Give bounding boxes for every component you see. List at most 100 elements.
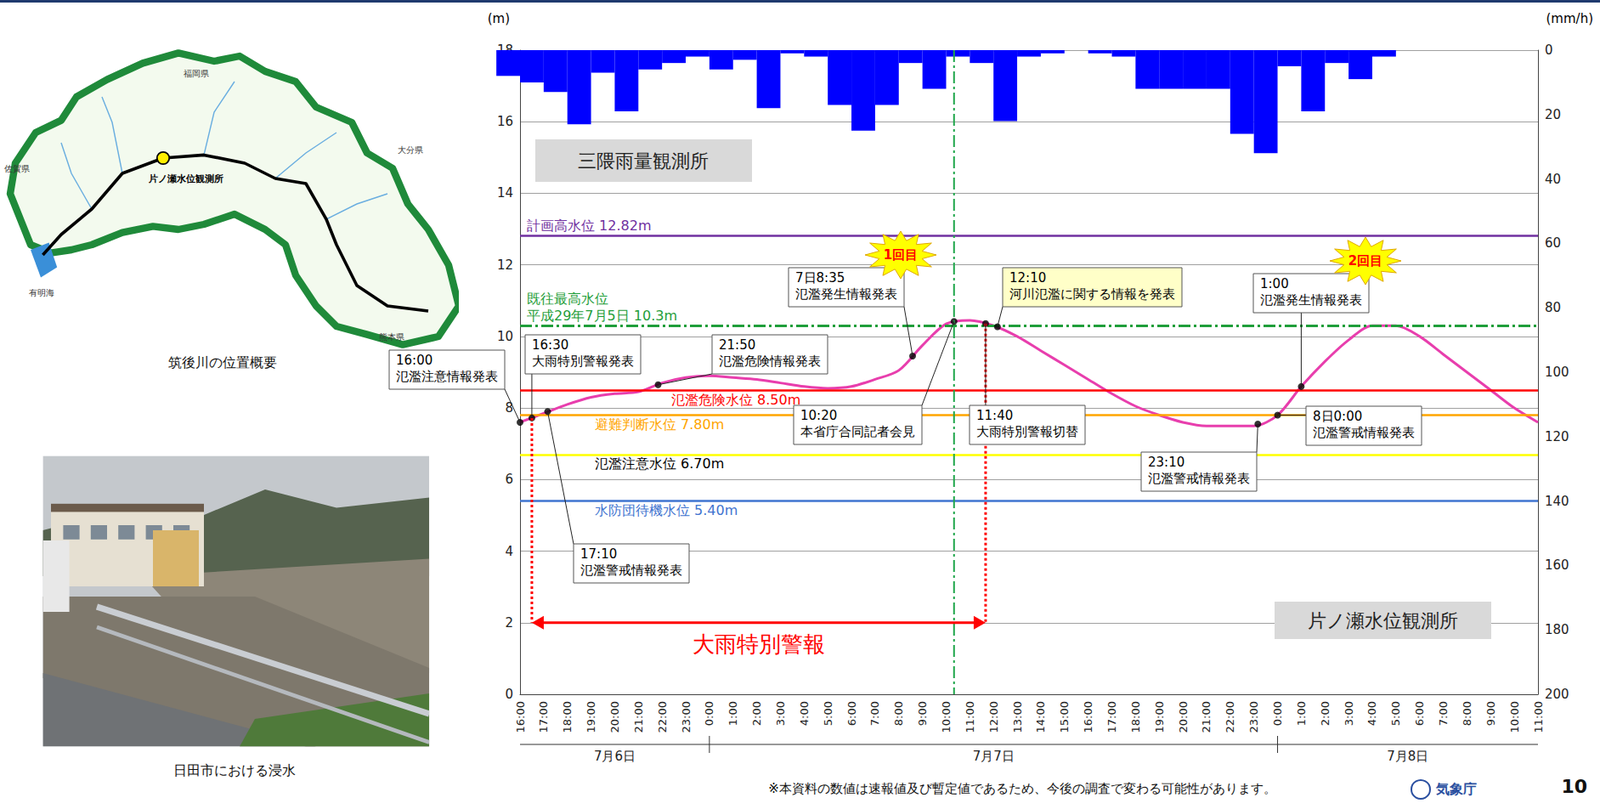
svg-text:18:00: 18:00 [560, 701, 574, 733]
svg-text:氾濫注意水位 6.70m: 氾濫注意水位 6.70m [594, 455, 724, 472]
svg-text:氾濫発生情報発表: 氾濫発生情報発表 [795, 286, 898, 302]
svg-text:10:00: 10:00 [1508, 701, 1521, 733]
svg-text:15:00: 15:00 [1057, 701, 1071, 733]
svg-text:160: 160 [1544, 557, 1570, 573]
svg-text:20: 20 [1544, 107, 1561, 123]
svg-text:10: 10 [1560, 775, 1588, 798]
svg-text:既往最高水位: 既往最高水位 [526, 290, 609, 307]
svg-text:(mm/h): (mm/h) [1546, 11, 1595, 27]
svg-text:11:00: 11:00 [963, 701, 977, 733]
svg-text:10:00: 10:00 [939, 701, 953, 733]
svg-text:片ノ瀬水位観測所: 片ノ瀬水位観測所 [1307, 610, 1459, 632]
svg-text:6: 6 [504, 471, 514, 487]
svg-text:21:00: 21:00 [632, 701, 645, 733]
svg-text:4: 4 [504, 543, 514, 560]
svg-text:4:00: 4:00 [797, 701, 811, 726]
svg-text:18:00: 18:00 [1129, 701, 1143, 733]
svg-text:1回目: 1回目 [883, 247, 918, 263]
svg-text:20:00: 20:00 [608, 701, 622, 733]
svg-text:平成29年7月5日 10.3m: 平成29年7月5日 10.3m [526, 307, 678, 324]
svg-text:13:00: 13:00 [1011, 701, 1024, 733]
svg-text:17:00: 17:00 [537, 701, 550, 733]
svg-text:8日0:00: 8日0:00 [1312, 408, 1363, 425]
svg-text:80: 80 [1544, 299, 1561, 316]
svg-text:7月7日: 7月7日 [972, 748, 1015, 764]
svg-text:避難判断水位 7.80m: 避難判断水位 7.80m [594, 416, 724, 433]
svg-text:氾濫危険情報発表: 氾濫危険情報発表 [718, 353, 821, 369]
svg-text:7:00: 7:00 [868, 701, 882, 726]
svg-text:10:20: 10:20 [800, 407, 837, 424]
svg-text:5:00: 5:00 [1389, 701, 1403, 726]
svg-text:0: 0 [504, 686, 514, 702]
svg-text:11:00: 11:00 [1532, 701, 1545, 733]
svg-text:60: 60 [1544, 235, 1561, 251]
svg-text:計画高水位 12.82m: 計画高水位 12.82m [526, 217, 651, 234]
svg-text:(m): (m) [487, 11, 510, 27]
svg-text:三隈雨量観測所: 三隈雨量観測所 [577, 150, 709, 172]
svg-text:氾濫警戒情報発表: 氾濫警戒情報発表 [1312, 424, 1415, 441]
svg-text:16:00: 16:00 [395, 352, 433, 368]
svg-text:6:00: 6:00 [845, 701, 859, 726]
svg-text:7月6日: 7月6日 [593, 748, 636, 764]
svg-text:1:00: 1:00 [1260, 276, 1290, 292]
svg-text:20:00: 20:00 [1176, 701, 1190, 733]
svg-text:120: 120 [1544, 429, 1570, 445]
svg-text:8:00: 8:00 [892, 701, 905, 726]
svg-text:日田市における浸水: 日田市における浸水 [173, 762, 296, 779]
svg-text:3:00: 3:00 [1342, 701, 1356, 726]
svg-text:※本資料の数値は速報値及び暫定値であるため、今後の調査で変わ: ※本資料の数値は速報値及び暫定値であるため、今後の調査で変わる可能性があります。 [768, 780, 1277, 797]
svg-text:福岡県: 福岡県 [183, 68, 210, 79]
svg-text:気象庁: 気象庁 [1435, 780, 1477, 798]
svg-text:19:00: 19:00 [584, 701, 598, 733]
svg-text:17:00: 17:00 [1105, 701, 1119, 733]
svg-text:22:00: 22:00 [1223, 701, 1237, 733]
svg-text:12: 12 [497, 257, 514, 273]
svg-text:大雨特別警報切替: 大雨特別警報切替 [976, 424, 1079, 440]
svg-text:有明海: 有明海 [28, 288, 55, 298]
svg-text:0:00: 0:00 [1271, 701, 1284, 726]
svg-text:氾濫警戒情報発表: 氾濫警戒情報発表 [580, 562, 683, 578]
svg-text:7月8日: 7月8日 [1386, 748, 1429, 764]
svg-text:9:00: 9:00 [915, 701, 929, 726]
svg-text:2:00: 2:00 [1318, 701, 1332, 726]
svg-text:大雨特別警報: 大雨特別警報 [692, 631, 826, 657]
svg-text:16:00: 16:00 [514, 701, 527, 733]
svg-text:5:00: 5:00 [821, 701, 835, 726]
svg-text:河川氾濫に関する情報を発表: 河川氾濫に関する情報を発表 [1009, 286, 1176, 302]
svg-text:1:00: 1:00 [1294, 701, 1308, 726]
svg-text:7:00: 7:00 [1436, 701, 1450, 726]
svg-text:23:10: 23:10 [1147, 454, 1185, 470]
svg-text:1:00: 1:00 [726, 701, 740, 726]
svg-text:22:00: 22:00 [655, 701, 669, 733]
svg-text:23:00: 23:00 [1247, 701, 1261, 733]
svg-text:12:10: 12:10 [1009, 270, 1046, 286]
svg-text:3:00: 3:00 [774, 701, 787, 726]
svg-text:17:10: 17:10 [580, 546, 617, 562]
svg-text:12:00: 12:00 [987, 701, 1001, 733]
svg-text:片ノ瀬水位観測所: 片ノ瀬水位観測所 [147, 172, 224, 185]
svg-text:16:00: 16:00 [1081, 701, 1095, 733]
svg-text:14: 14 [497, 185, 514, 201]
svg-text:40: 40 [1544, 171, 1561, 187]
svg-text:大雨特別警報発表: 大雨特別警報発表 [531, 353, 634, 369]
svg-text:21:00: 21:00 [1199, 701, 1213, 733]
svg-text:11:40: 11:40 [976, 407, 1013, 424]
svg-text:7日8:35: 7日8:35 [795, 270, 845, 286]
svg-text:2回目: 2回目 [1348, 253, 1383, 269]
svg-text:100: 100 [1544, 364, 1570, 380]
svg-text:筑後川の位置概要: 筑後川の位置概要 [168, 354, 278, 371]
svg-text:180: 180 [1544, 621, 1570, 638]
svg-text:氾濫危険水位 8.50m: 氾濫危険水位 8.50m [671, 391, 801, 408]
svg-text:本省庁合同記者会見: 本省庁合同記者会見 [800, 424, 916, 440]
svg-text:16:30: 16:30 [531, 337, 569, 353]
svg-text:19:00: 19:00 [1153, 701, 1166, 733]
svg-text:8: 8 [504, 400, 514, 416]
svg-text:0: 0 [1544, 42, 1554, 58]
svg-text:200: 200 [1544, 686, 1570, 702]
svg-text:140: 140 [1544, 493, 1570, 509]
svg-text:2: 2 [504, 615, 514, 631]
svg-text:佐賀県: 佐賀県 [4, 163, 30, 174]
svg-text:2:00: 2:00 [750, 701, 764, 726]
svg-text:氾濫注意情報発表: 氾濫注意情報発表 [395, 368, 498, 385]
svg-text:10: 10 [497, 328, 514, 345]
